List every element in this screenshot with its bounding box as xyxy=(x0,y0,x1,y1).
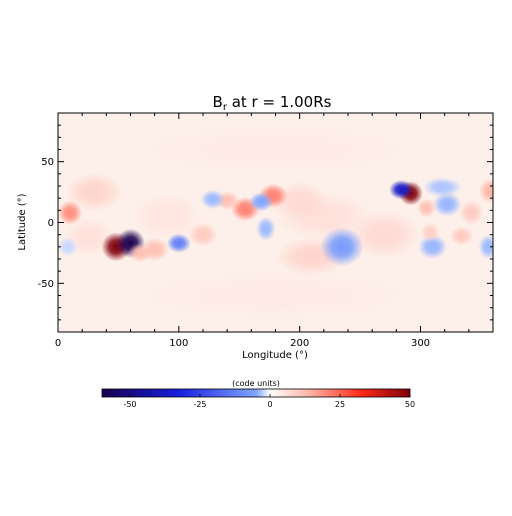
x-axis-ticks: 0 100 200 300 xyxy=(55,113,494,349)
positive-field-patch xyxy=(416,198,437,218)
negative-field-patch xyxy=(58,237,78,257)
colorbar-gradient xyxy=(101,388,411,398)
positive-field-patch xyxy=(459,200,484,225)
colorbar-ticks: -50 -25 0 25 50 xyxy=(123,394,415,409)
x-tick-label: 200 xyxy=(290,338,309,349)
positive-field-patch xyxy=(58,200,83,225)
x-tick-label: 100 xyxy=(169,338,188,349)
positive-field-patch xyxy=(130,271,421,320)
title-subscript: r xyxy=(223,102,228,113)
negative-field-patch xyxy=(166,233,191,253)
positive-field-patch xyxy=(478,178,493,204)
positive-field-patch xyxy=(130,192,204,241)
title-rest: at r = 1.00Rs xyxy=(227,93,332,111)
colorbar-tick-label: -50 xyxy=(123,400,136,409)
positive-field-patch xyxy=(65,172,124,212)
colorbar-tick-label: 50 xyxy=(405,400,415,409)
negative-field-patch xyxy=(320,227,364,267)
colorbar: (code units) -50 -25 0 25 50 xyxy=(101,379,415,409)
x-axis-label: Longitude (°) xyxy=(242,350,308,361)
chart-title: Br at r = 1.00Rs xyxy=(213,93,332,113)
title-main: B xyxy=(213,93,223,111)
colorbar-tick-label: -25 xyxy=(193,400,206,409)
y-tick-label: 0 xyxy=(48,218,54,229)
negative-field-patch xyxy=(423,177,462,197)
y-tick-label: -50 xyxy=(38,279,54,290)
y-tick-label: 50 xyxy=(41,157,54,168)
negative-field-patch xyxy=(418,234,448,259)
positive-field-patch xyxy=(348,210,421,259)
positive-field-patch xyxy=(128,243,153,263)
positive-field-patch xyxy=(188,222,218,247)
positive-field-patch xyxy=(420,222,440,242)
heatmap-plot-area xyxy=(57,112,494,333)
positive-field-patch xyxy=(449,226,474,246)
negative-field-patch xyxy=(200,189,225,210)
heatmap-features xyxy=(58,125,493,320)
negative-field-patch xyxy=(248,192,274,212)
negative-field-patch xyxy=(478,234,493,259)
positive-field-patch xyxy=(130,125,421,174)
negative-field-patch xyxy=(389,179,414,200)
x-tick-label: 300 xyxy=(411,338,430,349)
y-axis-label: Latitude (°) xyxy=(17,193,28,250)
y-axis-ticks: -50 0 50 xyxy=(38,112,493,333)
x-tick-label: 0 xyxy=(55,338,61,349)
colorbar-tick-label: 25 xyxy=(335,400,345,409)
colorbar-label: (code units) xyxy=(232,379,280,388)
negative-field-patch xyxy=(256,216,276,241)
colorbar-tick-label: 0 xyxy=(267,400,272,409)
negative-field-patch xyxy=(432,192,462,217)
